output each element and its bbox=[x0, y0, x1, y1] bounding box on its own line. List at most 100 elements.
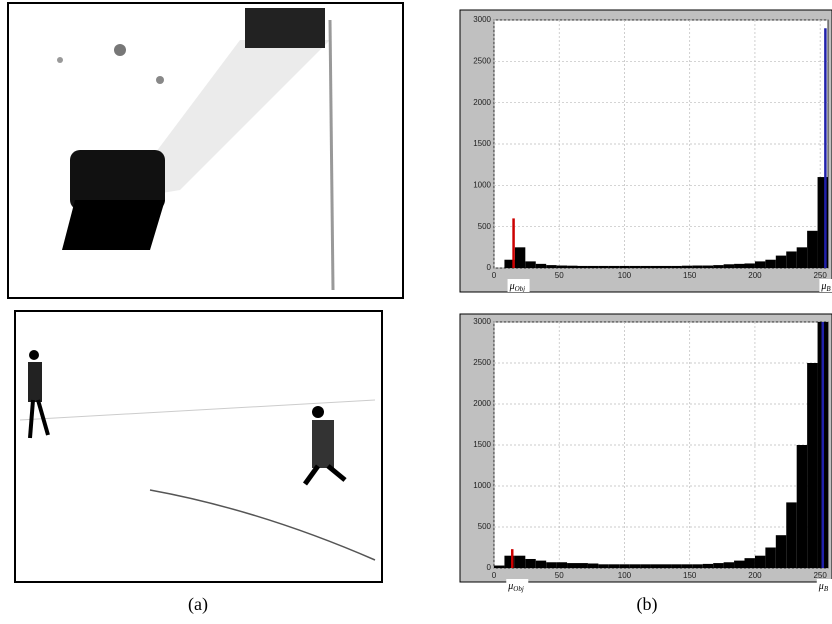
histogram-bar bbox=[713, 563, 724, 568]
histogram-bar bbox=[734, 560, 745, 568]
histogram-bar bbox=[713, 265, 724, 268]
x-tick-label: 200 bbox=[748, 571, 762, 580]
y-tick-label: 2500 bbox=[473, 56, 491, 65]
caption: (a) bbox=[188, 594, 208, 615]
histogram-bar bbox=[619, 564, 630, 568]
histogram-bar bbox=[744, 263, 755, 268]
y-tick-label: 1500 bbox=[473, 139, 491, 148]
histogram-bar bbox=[796, 247, 808, 268]
histogram-bar bbox=[546, 265, 557, 268]
marker-label: μObj bbox=[509, 281, 526, 293]
histogram-bar bbox=[587, 265, 599, 268]
histogram-bar bbox=[692, 564, 703, 568]
marker-label-box bbox=[506, 579, 529, 592]
x-tick-label: 0 bbox=[492, 271, 497, 280]
histogram-bar bbox=[567, 265, 578, 268]
plot-area bbox=[493, 321, 829, 569]
marker-symbol: μ bbox=[820, 281, 826, 292]
marker-label: μB bbox=[820, 281, 831, 293]
histogram-bar bbox=[514, 247, 526, 268]
histogram-bar bbox=[556, 562, 568, 568]
histogram-bar bbox=[504, 555, 515, 568]
histogram-bar bbox=[775, 535, 787, 568]
y-tick-label: 2500 bbox=[473, 358, 491, 367]
histogram-bar bbox=[608, 265, 620, 268]
histogram-bar bbox=[629, 265, 641, 268]
histogram-bar bbox=[598, 265, 609, 268]
histogram-bar bbox=[723, 562, 735, 568]
x-tick-label: 200 bbox=[748, 271, 762, 280]
histogram-bar bbox=[723, 264, 735, 268]
marker-symbol: μ bbox=[507, 581, 513, 592]
x-tick-label: 50 bbox=[555, 271, 564, 280]
marker-label-box bbox=[816, 579, 832, 592]
histogram-bar bbox=[598, 564, 609, 568]
histogram-bar bbox=[546, 562, 557, 568]
histogram-bar bbox=[650, 564, 661, 568]
histogram-bar bbox=[661, 265, 672, 268]
histogram-bar bbox=[587, 563, 599, 568]
x-tick-label: 150 bbox=[683, 271, 697, 280]
histogram-bar bbox=[817, 177, 828, 268]
histogram-bar bbox=[744, 558, 755, 568]
histogram-bar bbox=[608, 564, 620, 568]
histogram-bar bbox=[567, 563, 578, 568]
x-tick-label: 250 bbox=[813, 571, 827, 580]
histogram-bar bbox=[577, 265, 588, 268]
marker-subscript: Obj bbox=[515, 285, 526, 293]
histogram-bar bbox=[504, 259, 515, 268]
histogram-bar bbox=[514, 555, 526, 568]
marker-label: μB bbox=[818, 581, 829, 593]
histogram-bar bbox=[702, 265, 714, 268]
histogram-bar bbox=[754, 261, 766, 268]
histogram-bar bbox=[535, 263, 547, 268]
plot-area bbox=[493, 19, 829, 269]
histogram-bar bbox=[556, 265, 568, 268]
x-tick-label: 100 bbox=[618, 271, 632, 280]
y-tick-label: 0 bbox=[487, 563, 492, 572]
y-tick-label: 1000 bbox=[473, 180, 491, 189]
histogram-bar bbox=[681, 265, 693, 268]
histogram-bar bbox=[525, 261, 536, 268]
x-tick-label: 50 bbox=[555, 571, 564, 580]
y-tick-label: 0 bbox=[487, 263, 492, 272]
marker-subscript: Obj bbox=[513, 585, 524, 593]
y-tick-label: 1000 bbox=[473, 481, 491, 490]
histogram-bar bbox=[765, 547, 776, 568]
histogram-bar bbox=[765, 259, 776, 268]
histogram-bar bbox=[796, 445, 808, 568]
histogram-bar bbox=[661, 564, 672, 568]
image-pedestrians bbox=[14, 310, 383, 583]
histogram-bar bbox=[786, 502, 797, 568]
histogram-bar bbox=[535, 560, 547, 568]
histogram-bar bbox=[629, 564, 641, 568]
y-tick-label: 1500 bbox=[473, 440, 491, 449]
marker-label-box bbox=[819, 279, 832, 292]
histogram-bar bbox=[494, 565, 505, 568]
histogram-bar bbox=[734, 263, 745, 268]
x-tick-label: 100 bbox=[618, 571, 632, 580]
marker-subscript: B bbox=[824, 585, 829, 593]
histogram-bar bbox=[640, 564, 651, 568]
histogram-bar bbox=[807, 230, 818, 268]
histogram-bar bbox=[640, 265, 651, 268]
histogram-bar bbox=[754, 555, 766, 568]
marker-symbol: μ bbox=[818, 581, 824, 592]
x-tick-label: 0 bbox=[492, 571, 497, 580]
histogram-bar bbox=[525, 558, 536, 568]
caption: (b) bbox=[637, 594, 658, 615]
x-tick-label: 150 bbox=[683, 571, 697, 580]
y-tick-label: 3000 bbox=[473, 15, 491, 24]
y-tick-label: 2000 bbox=[473, 98, 491, 107]
histogram-bar bbox=[786, 251, 797, 268]
image-road bbox=[7, 2, 404, 299]
y-tick-label: 3000 bbox=[473, 317, 491, 326]
y-tick-label: 500 bbox=[478, 222, 492, 231]
histogram-bar bbox=[775, 255, 787, 268]
marker-label-box bbox=[507, 279, 530, 292]
histogram-bar bbox=[671, 265, 682, 268]
histogram-bar bbox=[702, 563, 714, 568]
x-tick-label: 250 bbox=[813, 271, 827, 280]
